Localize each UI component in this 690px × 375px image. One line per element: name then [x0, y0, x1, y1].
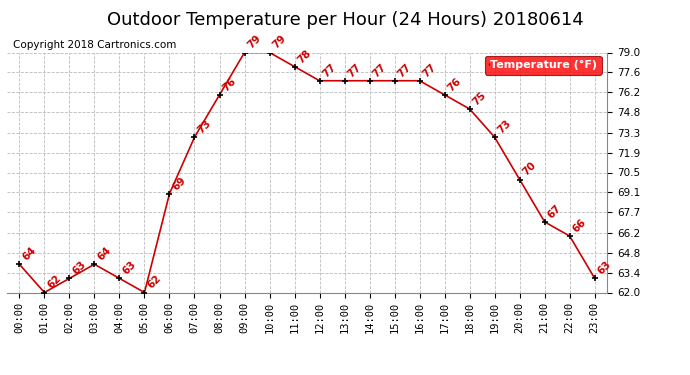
Text: 77: 77	[421, 62, 438, 79]
Text: 70: 70	[521, 160, 538, 178]
Text: 63: 63	[121, 260, 138, 277]
Text: 62: 62	[146, 273, 163, 291]
Text: 63: 63	[70, 260, 88, 277]
Text: 62: 62	[46, 273, 63, 291]
Text: 73: 73	[496, 118, 513, 135]
Text: 78: 78	[296, 48, 313, 65]
Legend: Temperature (°F): Temperature (°F)	[484, 56, 602, 75]
Text: 77: 77	[346, 62, 364, 79]
Text: 77: 77	[371, 62, 388, 79]
Text: 73: 73	[196, 118, 213, 135]
Text: 76: 76	[446, 76, 463, 93]
Text: 79: 79	[270, 33, 288, 51]
Text: 63: 63	[596, 260, 613, 277]
Text: 77: 77	[396, 62, 413, 79]
Text: 64: 64	[21, 245, 38, 262]
Text: Copyright 2018 Cartronics.com: Copyright 2018 Cartronics.com	[13, 40, 176, 50]
Text: 69: 69	[170, 175, 188, 192]
Text: Outdoor Temperature per Hour (24 Hours) 20180614: Outdoor Temperature per Hour (24 Hours) …	[107, 11, 583, 29]
Text: 64: 64	[96, 245, 113, 262]
Text: 67: 67	[546, 203, 563, 220]
Text: 66: 66	[571, 217, 589, 234]
Text: 79: 79	[246, 33, 263, 51]
Text: 75: 75	[471, 90, 489, 107]
Text: 76: 76	[221, 76, 238, 93]
Text: 77: 77	[321, 62, 338, 79]
